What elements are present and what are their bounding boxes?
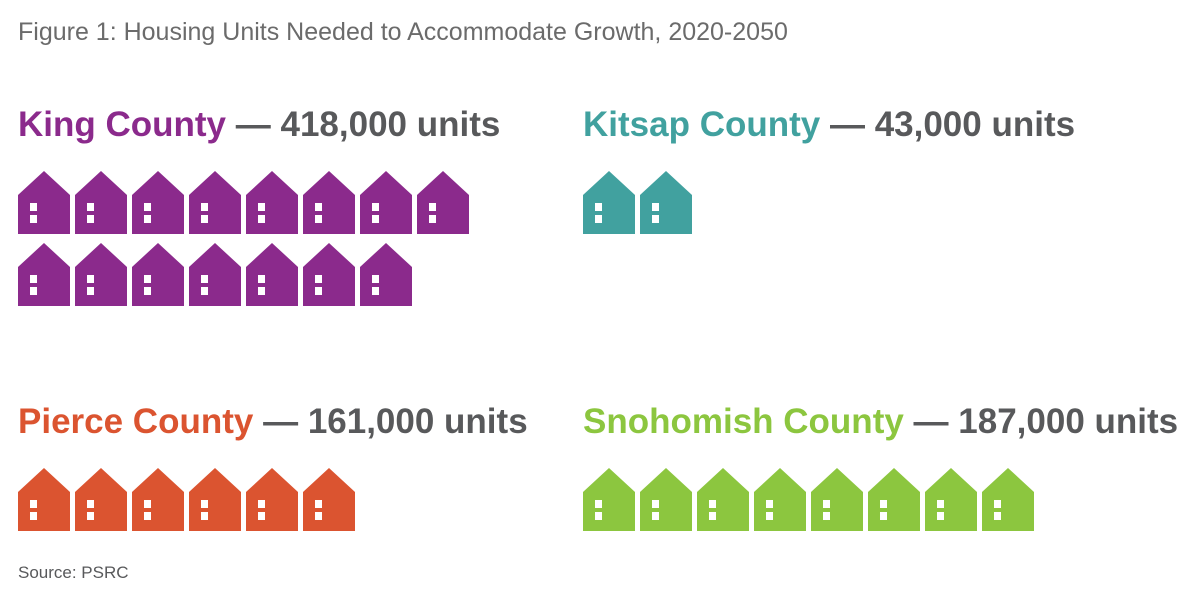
house-icon xyxy=(303,243,355,306)
panel-kitsap-county: Kitsap County — 43,000 units xyxy=(583,105,1075,234)
source-note: Source: PSRC xyxy=(18,563,129,582)
house-icon xyxy=(189,243,241,306)
panel-heading: Pierce County — 161,000 units xyxy=(18,402,528,442)
house-icon xyxy=(132,171,184,234)
house-icon xyxy=(640,468,692,531)
house-icon xyxy=(246,468,298,531)
panel-pierce-county: Pierce County — 161,000 units xyxy=(18,402,528,531)
county-name: King County xyxy=(18,105,227,144)
panel-king-county: King County — 418,000 units xyxy=(18,105,500,306)
house-icon xyxy=(246,171,298,234)
panel-heading: Snohomish County — 187,000 units xyxy=(583,402,1178,442)
county-name: Snohomish County xyxy=(583,402,904,441)
house-icon xyxy=(303,468,355,531)
house-icons-snohomish xyxy=(583,468,1053,608)
separator: — xyxy=(253,402,308,441)
separator: — xyxy=(820,105,875,144)
house-icon xyxy=(417,171,469,234)
house-icon xyxy=(754,468,806,531)
house-icon xyxy=(697,468,749,531)
house-icon xyxy=(246,243,298,306)
units-label: 187,000 units xyxy=(958,402,1179,441)
house-icon xyxy=(189,468,241,531)
house-icon xyxy=(925,468,977,531)
panel-heading: King County — 418,000 units xyxy=(18,105,500,145)
house-icon xyxy=(18,243,70,306)
county-name: Kitsap County xyxy=(583,105,821,144)
house-icon xyxy=(811,468,863,531)
panel-snohomish-county: Snohomish County — 187,000 units xyxy=(583,402,1178,531)
house-icons-pierce xyxy=(18,468,488,608)
house-icon xyxy=(583,468,635,531)
separator: — xyxy=(226,105,281,144)
house-icon xyxy=(132,468,184,531)
house-icon xyxy=(75,468,127,531)
house-icon xyxy=(360,171,412,234)
house-icon xyxy=(75,243,127,306)
separator: — xyxy=(903,402,959,441)
units-label: 161,000 units xyxy=(307,402,528,441)
house-icons-kitsap xyxy=(583,171,1053,311)
house-icon xyxy=(132,243,184,306)
house-icon xyxy=(583,171,635,234)
house-icon xyxy=(640,171,692,234)
chart-title: Figure 1: Housing Units Needed to Accomm… xyxy=(18,18,788,46)
house-icon xyxy=(360,243,412,306)
house-icon xyxy=(303,171,355,234)
panel-heading: Kitsap County — 43,000 units xyxy=(583,105,1075,145)
house-icon xyxy=(982,468,1034,531)
house-icon xyxy=(189,171,241,234)
units-label: 43,000 units xyxy=(874,105,1076,144)
house-icon xyxy=(868,468,920,531)
units-label: 418,000 units xyxy=(280,105,501,144)
house-icon xyxy=(75,171,127,234)
house-icon xyxy=(18,171,70,234)
house-icon xyxy=(18,468,70,531)
county-name: Pierce County xyxy=(18,402,254,441)
house-icons-king xyxy=(18,171,488,311)
